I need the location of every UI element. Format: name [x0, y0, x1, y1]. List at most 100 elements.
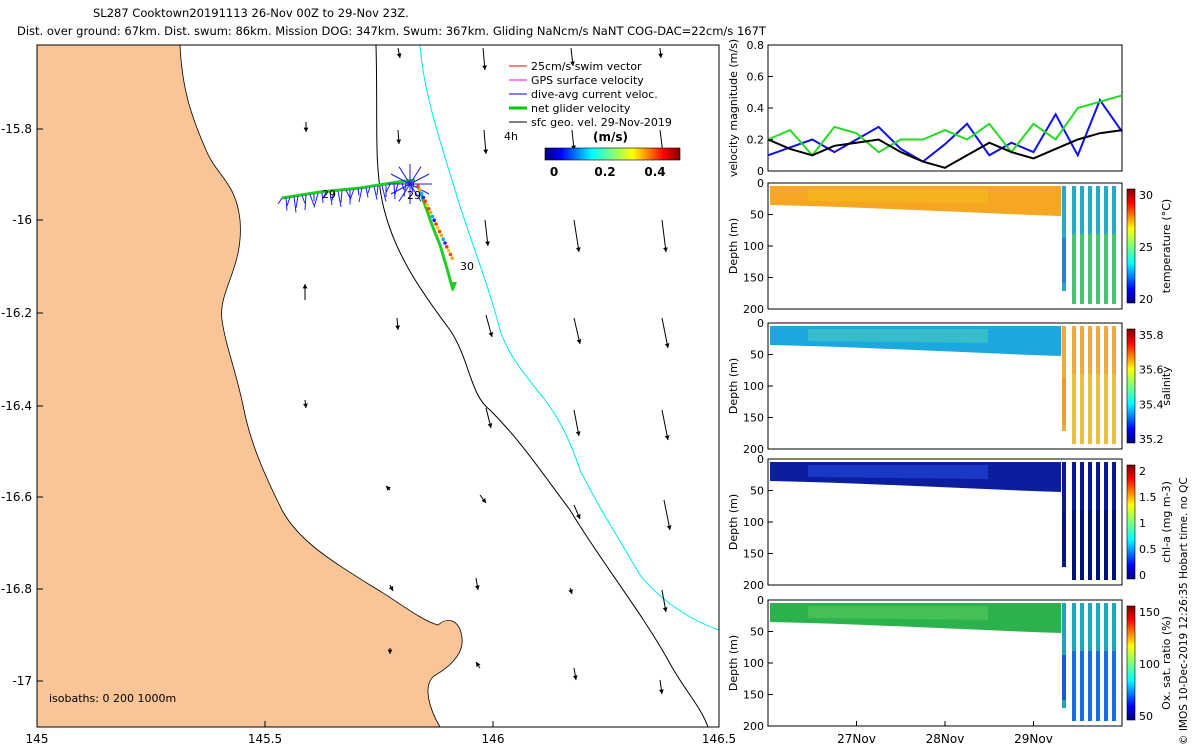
current-vector	[357, 188, 360, 196]
current-vector	[376, 185, 379, 196]
sfc-arrowhead	[658, 53, 663, 58]
glider-surfacing-point	[439, 233, 444, 238]
current-vector	[398, 183, 411, 202]
glider-surfacing-point	[434, 222, 438, 226]
day-label: 30	[460, 260, 474, 273]
glider-track	[277, 164, 457, 292]
sfc-arrowhead	[482, 65, 487, 70]
colorbar-tick: 0	[550, 165, 558, 179]
glider-surfacing-point	[448, 252, 453, 257]
legend-item-gps: GPS surface velocity	[531, 74, 644, 87]
net-velocity-arrowhead	[449, 282, 457, 292]
current-vector	[367, 186, 371, 194]
current-vector	[301, 195, 306, 204]
section-ytick-label: 200	[743, 443, 764, 456]
section-dive-profile	[1104, 603, 1108, 651]
section-ylabel: Depth (m)	[727, 635, 740, 691]
glider-surfacing-point	[450, 256, 455, 261]
current-vector	[295, 195, 299, 209]
current-vector	[322, 192, 327, 199]
colorbar-tick-label: 30	[1139, 189, 1153, 202]
glider-surfacing-point	[428, 210, 433, 215]
section-dive-profile	[1104, 234, 1108, 304]
current-vector	[329, 191, 333, 206]
sfc-arrow	[663, 499, 671, 531]
sfc-arrow	[573, 409, 580, 437]
section-ytick-label: 100	[743, 516, 764, 529]
section-panel-chl-a: 0 50 100 150 200 Depth (m) 0 0.5 1 1.5 2 chl-a (mg …	[727, 453, 1173, 592]
section-dive-profile	[1088, 462, 1092, 510]
map-legend: 25cm/s swim vector GPS surface velocity …	[504, 60, 681, 179]
section-colorbar	[1126, 188, 1136, 304]
section-dive-profile	[1104, 186, 1108, 234]
map-ytick-label: -16.6	[1, 490, 32, 504]
map-xtick-label: 145	[26, 732, 49, 746]
sfc-arrowhead	[386, 486, 391, 491]
velocity-ytick-label: 0.2	[747, 134, 765, 147]
current-vector	[277, 197, 283, 205]
section-dive-profile	[1096, 651, 1100, 721]
glider-surfacing-point	[445, 245, 449, 249]
velocity-ytick-label: 0.6	[747, 71, 765, 84]
section-dive-profile	[1088, 234, 1092, 304]
day-label: 29	[322, 188, 336, 201]
section-dive-profile	[1104, 374, 1108, 444]
sfc-arrowhead	[666, 525, 672, 530]
glider-surfacing-point	[421, 195, 426, 200]
section-surface-patch	[808, 606, 988, 620]
current-vector	[393, 183, 396, 200]
map-ytick-label: -17	[12, 674, 32, 688]
section-dive-profile	[1080, 374, 1084, 444]
sfc-arrowhead	[572, 675, 578, 680]
section-surface-patch	[808, 189, 988, 203]
sfc-arrowhead	[575, 431, 581, 436]
coastline	[179, 45, 463, 727]
section-ytick-label: 150	[743, 412, 764, 425]
glider-surfacing-point	[437, 229, 442, 234]
colorbar-tick-label: 50	[1139, 710, 1153, 723]
glider-surfacing-point	[419, 191, 424, 196]
colorbar-title: (m/s)	[593, 130, 628, 144]
current-vector	[309, 194, 315, 206]
section-dive-profile	[1080, 603, 1084, 651]
isobath-1000m	[419, 45, 719, 631]
sfc-arrow	[573, 317, 581, 345]
section-ylabel: Depth (m)	[727, 218, 740, 274]
section-dive-profile	[1072, 374, 1076, 444]
speed-colorbar	[544, 147, 681, 161]
sfc-arrowhead	[303, 127, 309, 132]
section-ytick-label: 50	[750, 349, 764, 362]
section-dive-profile	[1088, 510, 1092, 580]
colorbar-tick: 0.4	[644, 165, 665, 179]
section-dive-profile	[1088, 651, 1092, 721]
glider-surfacing-point	[446, 248, 451, 253]
map-ytick-label: -16	[12, 213, 32, 227]
section-dive-profile	[1088, 603, 1092, 651]
current-vector	[293, 196, 297, 213]
plot-subtitle: Dist. over ground: 67km. Dist. swum: 86k…	[17, 24, 766, 38]
section-dive-profile	[1080, 326, 1084, 374]
time-tick-label: 28Nov	[926, 732, 965, 746]
velocity-series-green	[767, 94, 1123, 157]
colorbar-tick-label: 1.5	[1139, 491, 1157, 504]
section-dive-profile	[1072, 186, 1076, 234]
section-dive-profile	[1088, 186, 1092, 234]
plot-title: SL287 Cooktown20191113 26-Nov 00Z to 29-…	[93, 6, 409, 20]
section-dive-profile	[1080, 651, 1084, 721]
section-deep-profile	[1062, 514, 1066, 559]
section-dive-profile	[1072, 326, 1076, 374]
sfc-arrowhead	[487, 423, 493, 428]
section-ytick-label: 50	[750, 209, 764, 222]
section-colorbar	[1126, 328, 1136, 444]
current-vector	[409, 183, 422, 202]
section-ytick-label: 0	[757, 177, 764, 190]
map-xtick-label: 146.5	[702, 732, 736, 746]
section-ytick-label: 0	[757, 453, 764, 466]
sfc-arrowhead	[476, 662, 481, 667]
time-tick-label: 29Nov	[1014, 732, 1053, 746]
isobath-200m	[375, 45, 709, 727]
current-vector	[285, 197, 288, 211]
isobath-legend: isobaths: 0 200 1000m	[49, 692, 176, 705]
sfc-arrowhead	[395, 325, 401, 330]
glider-surfacing-point	[443, 241, 447, 245]
